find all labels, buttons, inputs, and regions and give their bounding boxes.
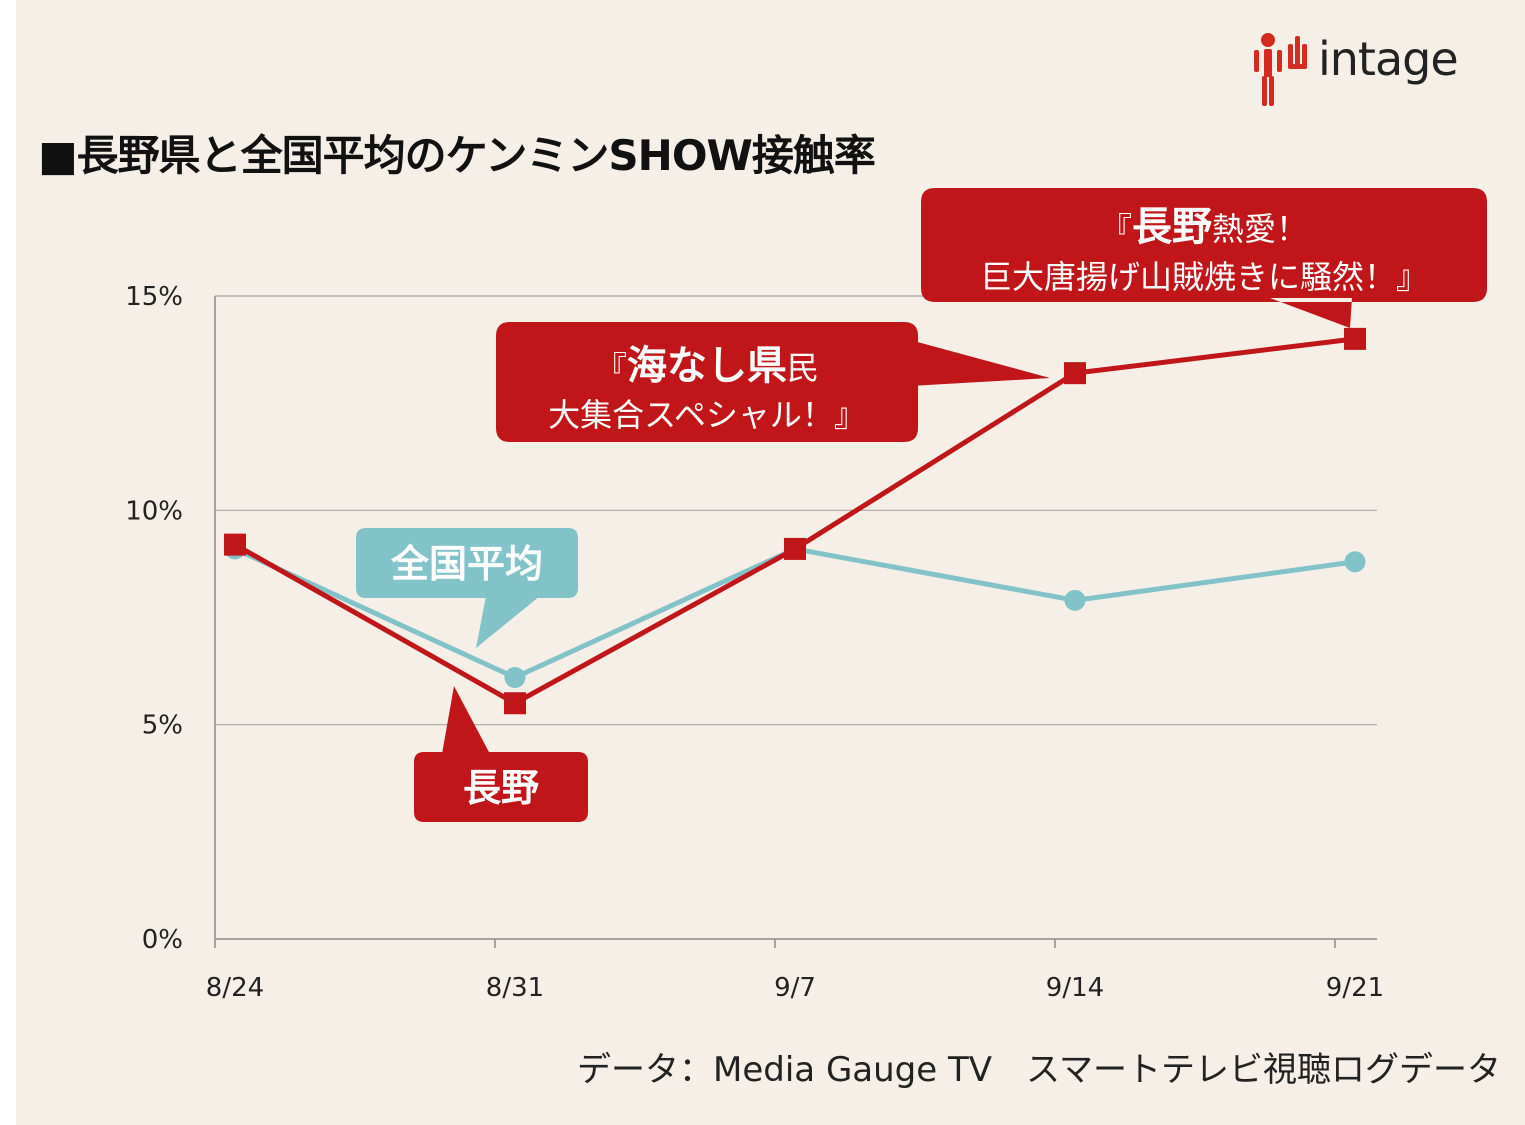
y-tick-labels: 0% 5% 10% 15% [125,282,183,955]
data-point-national-average [1344,551,1366,573]
x-tick-labels: 8/24 8/31 9/7 9/14 9/21 [206,973,1384,1003]
intage-logo: intage [1248,26,1488,110]
data-point-nagano [504,692,526,715]
series-group [224,327,1366,715]
nagano-netsuai-callout-line1: 『長野熱愛！ [1100,204,1308,250]
nagano-callout-box [414,686,588,822]
netsu-bold-text: 長野 [1132,204,1212,250]
data-point-nagano [1344,327,1366,350]
x-tick-label: 9/21 [1326,973,1384,1003]
umi-nashi-callout: 『海なし県民 大集合スペシャル！』 [496,322,1050,442]
national-average-callout-box [356,528,578,648]
netsu-rest-text: 熱愛！ [1212,210,1308,248]
data-point-national-average [1064,589,1086,611]
intage-wordmark: intage [1318,32,1459,86]
y-tick-label: 0% [142,925,183,955]
data-point-nagano [224,533,246,556]
umi-nashi-callout-line1: 『海なし県民 [595,343,819,389]
chart-title: ■長野県と全国平均のケンミンSHOW接触率 [38,131,876,180]
umi-nashi-callout-box [496,322,1050,442]
data-point-nagano [784,537,806,560]
x-tick-label: 9/14 [1046,973,1104,1003]
nagano-netsuai-callout-box [921,188,1487,328]
x-tick-label: 8/24 [206,973,264,1003]
y-tick-label: 10% [125,496,183,526]
netsu-open-bracket: 『 [1100,210,1132,248]
nagano-netsuai-callout-line2: 巨大唐揚げ山賊焼きに騒然！』 [980,258,1428,296]
axes [214,296,1377,948]
y-tick-label: 15% [125,282,183,312]
x-tick-label: 8/31 [486,973,544,1003]
umi-open-bracket: 『 [595,349,627,387]
nagano-netsuai-callout: 『長野熱愛！ 巨大唐揚げ山賊焼きに騒然！』 [921,188,1487,328]
data-source-note: データ：Media Gauge TV スマートテレビ視聴ログデータ [577,1050,1501,1090]
umi-bold-text: 海なし県 [627,343,787,389]
x-tick-label: 9/7 [774,973,816,1003]
y-tick-label: 5% [142,711,183,741]
umi-nashi-callout-line2: 大集合スペシャル！』 [548,396,866,434]
intage-figure-logo-icon [1254,33,1307,106]
nagano-callout: 長野 [414,686,588,822]
nagano-callout-label: 長野 [463,766,539,810]
national-average-callout: 全国平均 [356,528,578,648]
umi-rest-text: 民 [787,349,819,387]
data-point-nagano [1064,362,1086,385]
national-average-callout-label: 全国平均 [390,542,543,586]
data-point-national-average [504,667,526,689]
